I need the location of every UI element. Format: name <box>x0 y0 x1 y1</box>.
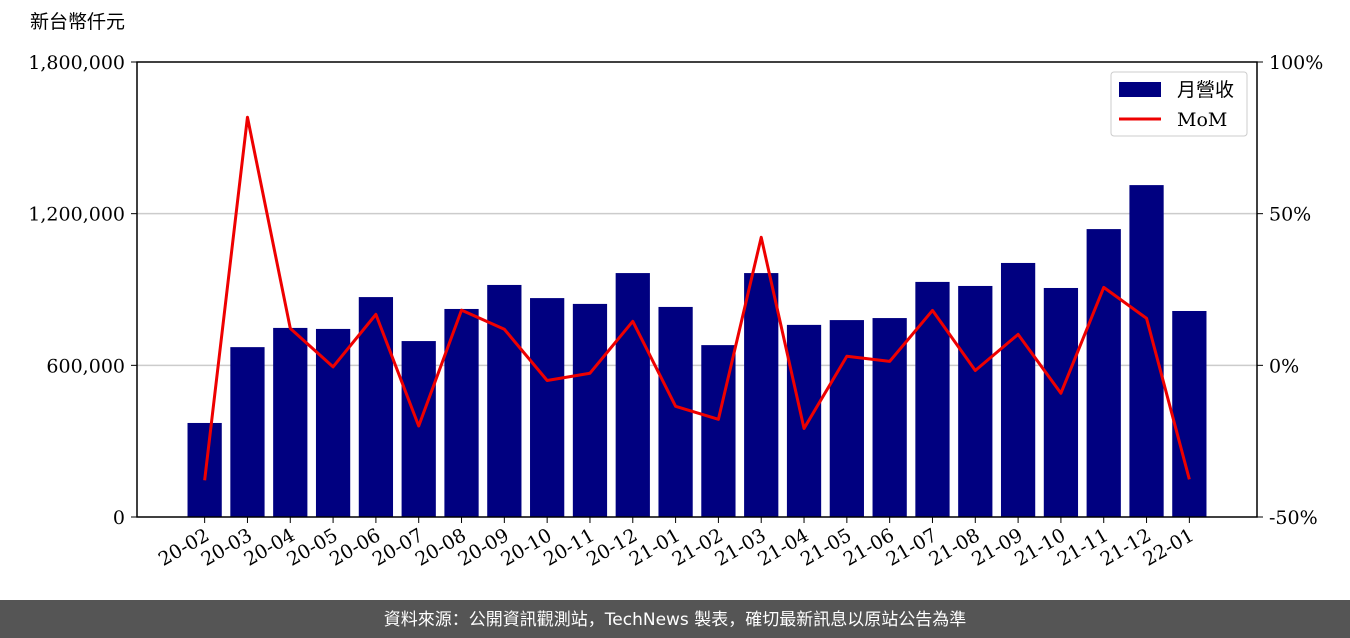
bar <box>401 341 436 517</box>
bar <box>615 273 650 517</box>
x-tick-label: 22-01 <box>1139 524 1197 570</box>
bar <box>315 328 351 517</box>
y2-tick-label: 100% <box>1269 52 1323 74</box>
footer-band <box>0 600 1350 638</box>
y-tick-label: 1,800,000 <box>28 52 125 74</box>
bar <box>829 320 864 517</box>
bar <box>1172 310 1207 517</box>
plot-frame <box>136 61 1258 518</box>
legend: 月營收 MoM <box>1110 71 1248 137</box>
y-tick-label: 600,000 <box>46 355 125 377</box>
bar <box>658 306 693 517</box>
y2-tick-label: 0% <box>1269 355 1299 377</box>
legend-label: 月營收 <box>1177 79 1234 101</box>
bar <box>1086 229 1121 517</box>
y-axis-label: 新台幣仟元 <box>30 11 125 33</box>
legend-swatch <box>1119 82 1161 97</box>
bar <box>786 324 822 517</box>
bar <box>872 318 907 517</box>
bar <box>230 347 265 517</box>
y-tick-label: 0 <box>113 507 125 529</box>
bar <box>530 298 565 517</box>
legend-label: MoM <box>1177 109 1227 131</box>
bar <box>487 284 522 517</box>
y-tick-label: 1,200,000 <box>28 204 125 226</box>
bar <box>915 281 950 517</box>
bar <box>572 303 608 517</box>
bar <box>958 285 993 517</box>
bar <box>1129 185 1164 517</box>
line <box>203 115 1191 481</box>
y2-tick-label: -50% <box>1269 507 1318 529</box>
bar <box>1000 262 1036 517</box>
y2-tick-label: 50% <box>1269 204 1311 226</box>
bar <box>358 297 394 517</box>
footer: 資料來源：公開資訊觀測站，TechNews 製表，確切最新訊息以原站公告為準 <box>384 610 966 630</box>
bar <box>1043 287 1079 517</box>
bar <box>273 327 308 517</box>
bar <box>744 273 779 517</box>
